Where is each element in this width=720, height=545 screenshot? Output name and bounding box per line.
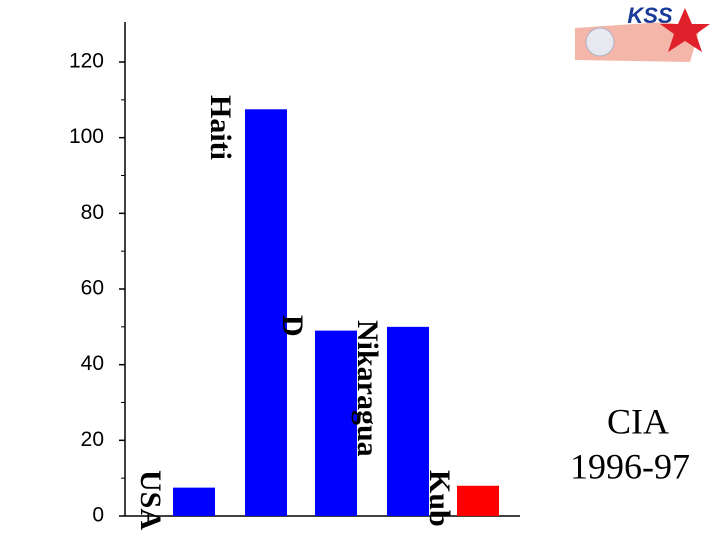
x-category-label: Haiti [204, 95, 237, 160]
y-tick-label: 120 [69, 50, 104, 73]
y-tick-label: 0 [92, 504, 104, 527]
side-text: 1996-97 [570, 446, 690, 486]
logo: KSS [575, 3, 710, 62]
bar [387, 326, 429, 516]
y-tick-label: 20 [81, 428, 104, 451]
side-text: CIA [607, 401, 669, 441]
x-category-label: USA [134, 470, 167, 530]
bar [457, 485, 499, 516]
y-tick-label: 100 [69, 125, 104, 148]
x-category-label: Kub [423, 470, 456, 527]
y-tick-label: 80 [81, 201, 104, 224]
logo-text: KSS [627, 3, 673, 28]
logo-emblem [585, 27, 615, 57]
bar [173, 487, 215, 516]
logo-star [660, 8, 710, 52]
bar [315, 330, 357, 516]
x-category-label: Nikaragua [351, 320, 384, 457]
y-tick-label: 60 [81, 277, 104, 300]
y-tick-label: 40 [81, 352, 104, 375]
bar [245, 109, 287, 517]
annotation: D [276, 315, 309, 337]
